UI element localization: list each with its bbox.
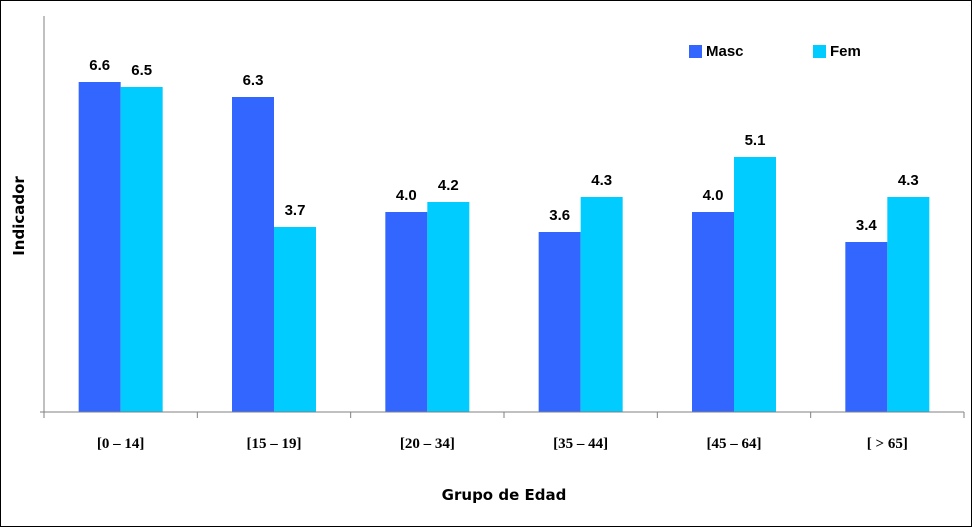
data-label-masc-5: 3.4 xyxy=(856,217,878,234)
data-label-masc-3: 3.6 xyxy=(549,207,570,224)
legend-swatch-masc xyxy=(689,45,702,58)
data-label-fem-4: 5.1 xyxy=(745,132,766,149)
bars-group: 6.6 6.5 6.3 3.7 4.0 4.2 3.6 4.3 4.0 5.1 3.4 4.3 xyxy=(78,57,930,412)
bar-masc-5 xyxy=(845,242,888,412)
legend-item-masc: Masc xyxy=(689,43,744,60)
x-tick-label-1: [15 – 19] xyxy=(247,436,302,452)
data-label-masc-0: 6.6 xyxy=(89,57,110,74)
legend-label-fem: Fem xyxy=(830,43,861,60)
data-label-masc-4: 4.0 xyxy=(703,187,724,204)
data-label-fem-5: 4.3 xyxy=(898,172,919,189)
x-tick-label-3: [35 – 44] xyxy=(553,436,608,452)
bar-masc-2 xyxy=(385,212,428,412)
bar-fem-5 xyxy=(887,197,930,412)
legend-swatch-fem xyxy=(813,45,826,58)
bar-fem-2 xyxy=(427,202,470,412)
legend-label-masc: Masc xyxy=(706,43,744,60)
data-label-masc-1: 6.3 xyxy=(243,72,264,89)
data-label-masc-2: 4.0 xyxy=(396,187,417,204)
data-label-fem-3: 4.3 xyxy=(591,172,612,189)
bar-fem-1 xyxy=(274,227,316,412)
x-tick-label-2: [20 – 34] xyxy=(400,436,455,452)
bar-fem-0 xyxy=(120,87,163,412)
bar-masc-3 xyxy=(538,232,581,412)
x-tick-label-4: [45 – 64] xyxy=(707,436,762,452)
data-label-fem-2: 4.2 xyxy=(438,177,459,194)
bar-masc-1 xyxy=(232,97,274,412)
x-axis-label: Grupo de Edad xyxy=(441,486,567,504)
legend-item-fem: Fem xyxy=(813,43,861,60)
y-axis-label: Indicador xyxy=(10,176,28,256)
bar-fem-4 xyxy=(734,157,776,412)
data-label-fem-0: 6.5 xyxy=(131,62,152,79)
bar-masc-0 xyxy=(78,82,121,412)
x-tick-label-0: [0 – 14] xyxy=(97,436,145,452)
data-label-fem-1: 3.7 xyxy=(285,202,306,219)
bar-masc-4 xyxy=(692,212,734,412)
axes-group: [0 – 14] [15 – 19] [20 – 34] [35 – 44] [45 –… xyxy=(40,16,965,452)
bar-fem-3 xyxy=(580,197,623,412)
x-tick-label-5: [ > 65] xyxy=(867,436,908,452)
